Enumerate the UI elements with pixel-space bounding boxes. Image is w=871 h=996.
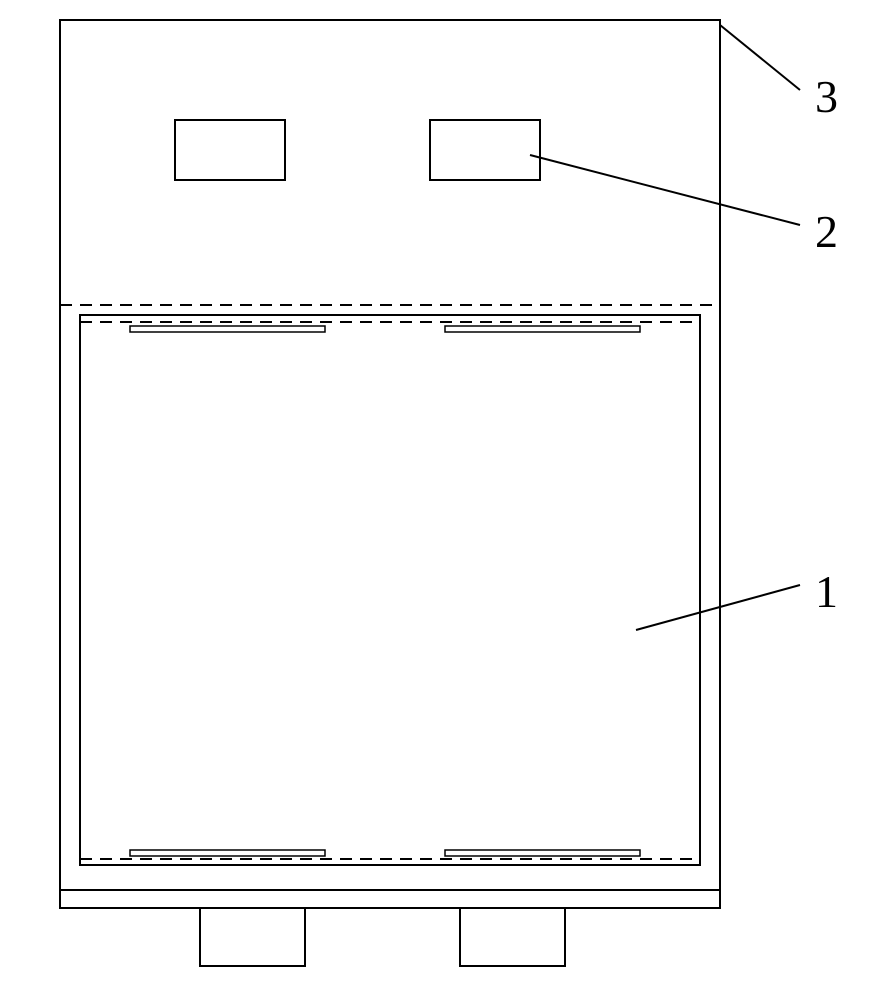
technical-diagram: 3 2 1 [0, 0, 871, 991]
diagram-svg [0, 0, 871, 991]
label-2: 2 [815, 205, 838, 258]
label-3: 3 [815, 70, 838, 123]
label-1: 1 [815, 565, 838, 618]
